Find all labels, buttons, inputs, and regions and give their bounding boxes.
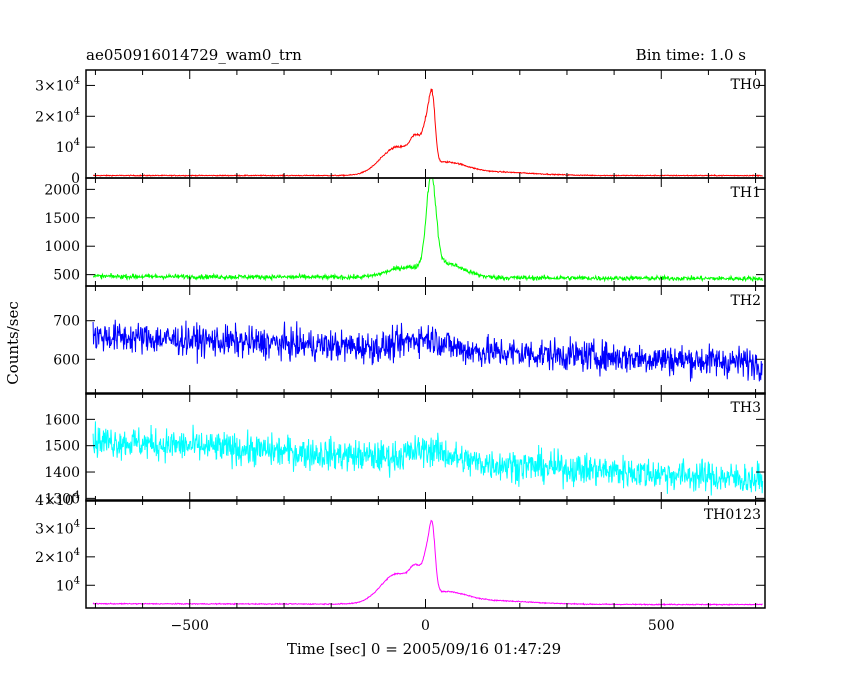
panel-th2: 600 700 TH2: [53, 285, 766, 395]
panel-label-th2: TH2: [731, 293, 761, 309]
y-tick-label: 1000: [44, 239, 80, 255]
panel-label-th1: TH1: [731, 185, 761, 201]
y-tick-label: 600: [53, 352, 80, 368]
x-tick-label: 500: [648, 618, 675, 634]
y-tick-label: 1600: [44, 412, 80, 428]
panel-label-th0123: TH0123: [704, 507, 761, 523]
bin-time-label: Bin time: 1.0 s: [636, 46, 746, 64]
panel-th3: 1300 1400 1500 1600 TH3: [44, 392, 766, 507]
x-axis-label: Time [sec] 0 = 2005/09/16 01:47:29: [287, 640, 561, 658]
y-tick-label: 2×104: [35, 547, 80, 566]
y-tick-label: 1300: [44, 491, 80, 507]
y-tick-label: 0: [71, 171, 80, 187]
panel-th0: 0 104 2×104 3×104 TH0: [35, 69, 766, 187]
y-tick-label: 3×104: [35, 75, 80, 94]
series-line-th0123: [92, 519, 763, 606]
panel-frame: [85, 69, 766, 179]
panel-label-th3: TH3: [731, 400, 761, 416]
y-tick-label: 2000: [44, 182, 80, 198]
panel-frame: [85, 499, 766, 609]
x-tick-label: −500: [171, 618, 209, 634]
x-tick-label: 0: [421, 618, 430, 634]
y-tick-label: 1500: [44, 439, 80, 455]
panel-th1: 500 1000 1500 2000 TH1: [44, 177, 766, 287]
y-tick-label: 104: [56, 575, 80, 594]
y-tick-label: 4×104: [35, 490, 80, 509]
panel-th0123: 104 2×104 3×104 4×104 TH0123: [35, 490, 766, 609]
series-line-th2: [92, 319, 764, 382]
y-tick-label: 104: [56, 137, 80, 156]
panels-group: 0 104 2×104 3×104 TH0 500 1000 1500 2000 TH1 600 70…: [35, 69, 766, 634]
panel-label-th0: TH0: [731, 77, 761, 93]
chart-title: ae050916014729_wam0_trn: [86, 46, 302, 64]
y-tick-label: 700: [53, 314, 80, 330]
series-line-th0: [92, 88, 763, 178]
y-tick-label: 500: [53, 268, 80, 284]
y-tick-label: 2×104: [35, 106, 80, 125]
y-tick-label: 1400: [44, 465, 80, 481]
panel-frame: [85, 177, 766, 287]
y-axis-label: Counts/sec: [4, 301, 22, 385]
series-line-th3: [92, 421, 764, 496]
y-tick-label: 3×104: [35, 518, 80, 537]
series-line-th1: [92, 178, 764, 283]
y-tick-label: 1500: [44, 211, 80, 227]
